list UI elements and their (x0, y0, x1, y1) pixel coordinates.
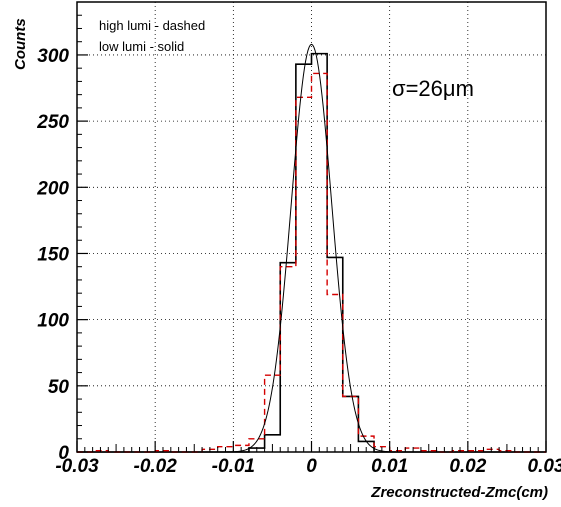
x-tick-label: 0.03 (528, 456, 561, 477)
legend-line-2: low lumi - solid (99, 39, 184, 54)
x-tick-label: -0.02 (134, 456, 178, 477)
y-tick-label: 300 (37, 46, 69, 67)
ticks-layer: -0.03 -0.02 -0.01 0 0.01 0.02 0.03 0 50 100 150 200… (36, 1, 561, 477)
x-tick-label: 0 (306, 456, 317, 477)
y-tick-label: 0 (58, 443, 69, 464)
x-tick-label: 0.01 (371, 456, 408, 477)
legend-line-1: high lumi - dashed (99, 18, 205, 33)
low-lumi-histogram (77, 52, 546, 453)
x-axis-title: Zreconstructed-Zmc(cm) (370, 484, 548, 501)
x-tick-label: -0.03 (55, 456, 99, 477)
y-tick-label: 50 (48, 377, 70, 398)
y-tick-label: 250 (36, 112, 69, 133)
y-tick-label: 150 (37, 244, 69, 265)
grid-layer (77, 2, 546, 452)
y-tick-label: 200 (36, 178, 69, 199)
x-tick-label: -0.01 (212, 456, 255, 477)
x-tick-label: 0.02 (449, 456, 486, 477)
y-axis-title: Counts (12, 18, 29, 70)
y-tick-label: 100 (37, 311, 69, 332)
sigma-annotation: σ=26μm (392, 76, 474, 101)
